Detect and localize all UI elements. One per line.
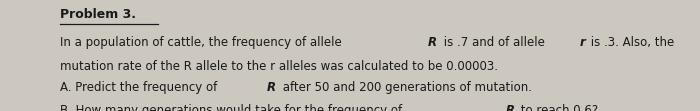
Text: is .3. Also, the: is .3. Also, the (587, 36, 674, 49)
Text: R: R (267, 81, 276, 94)
Text: R: R (428, 36, 437, 49)
Text: to reach 0.6?: to reach 0.6? (517, 104, 598, 111)
Text: is .7 and of allele: is .7 and of allele (440, 36, 548, 49)
Text: mutation rate of the R allele to the r alleles was calculated to be 0.00003.: mutation rate of the R allele to the r a… (60, 60, 498, 73)
Text: r: r (580, 36, 585, 49)
Text: In a population of cattle, the frequency of allele: In a population of cattle, the frequency… (60, 36, 345, 49)
Text: A. Predict the frequency of: A. Predict the frequency of (60, 81, 220, 94)
Text: Problem 3.: Problem 3. (60, 8, 136, 21)
Text: R: R (506, 104, 514, 111)
Text: after 50 and 200 generations of mutation.: after 50 and 200 generations of mutation… (279, 81, 532, 94)
Text: B. How many generations would take for the frequency of: B. How many generations would take for t… (60, 104, 405, 111)
